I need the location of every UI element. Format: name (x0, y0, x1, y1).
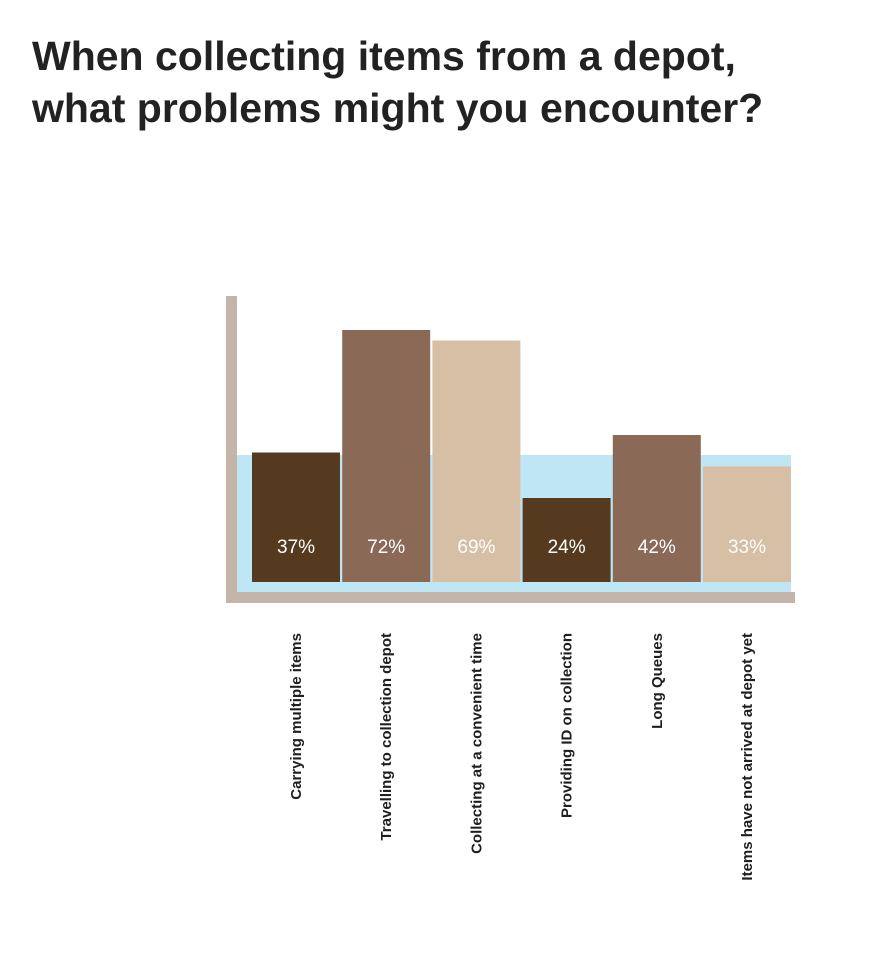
category-label: Collecting at a convenient time (468, 633, 485, 854)
category-labels-group: Carrying multiple items Travelling to col… (288, 633, 756, 881)
bar-value-label: 37% (277, 537, 315, 558)
bar-value-label: 42% (638, 537, 676, 558)
bar (612, 435, 701, 582)
page-title-line-1: When collecting items from a depot, (32, 33, 736, 79)
bar (252, 452, 340, 582)
bar (432, 340, 521, 582)
bar (522, 498, 611, 582)
category-label: Items have not arrived at depot yet (739, 633, 756, 881)
category-label: Providing ID on collection (559, 633, 576, 818)
bar (703, 466, 791, 582)
bar-value-label: 24% (548, 537, 586, 558)
category-label: Carrying multiple items (288, 633, 305, 800)
category-label: Travelling to collection depot (378, 633, 395, 841)
bar (342, 330, 431, 582)
page-title-line-2: what problems might you encounter? (32, 85, 764, 131)
y-axis-line (226, 296, 237, 603)
page-title: When collecting items from a depot, what… (32, 30, 852, 134)
bars-group (252, 330, 791, 582)
x-axis-line (226, 592, 795, 603)
bar-value-label: 72% (367, 537, 405, 558)
bar-value-label: 33% (728, 537, 766, 558)
bar-value-label: 69% (457, 537, 495, 558)
value-labels-group: 37% 72% 69% 24% 42% 33% (277, 537, 766, 558)
category-label: Long Queues (649, 633, 666, 729)
